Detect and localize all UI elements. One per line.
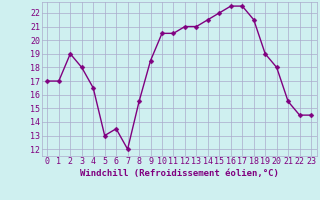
X-axis label: Windchill (Refroidissement éolien,°C): Windchill (Refroidissement éolien,°C) [80,169,279,178]
